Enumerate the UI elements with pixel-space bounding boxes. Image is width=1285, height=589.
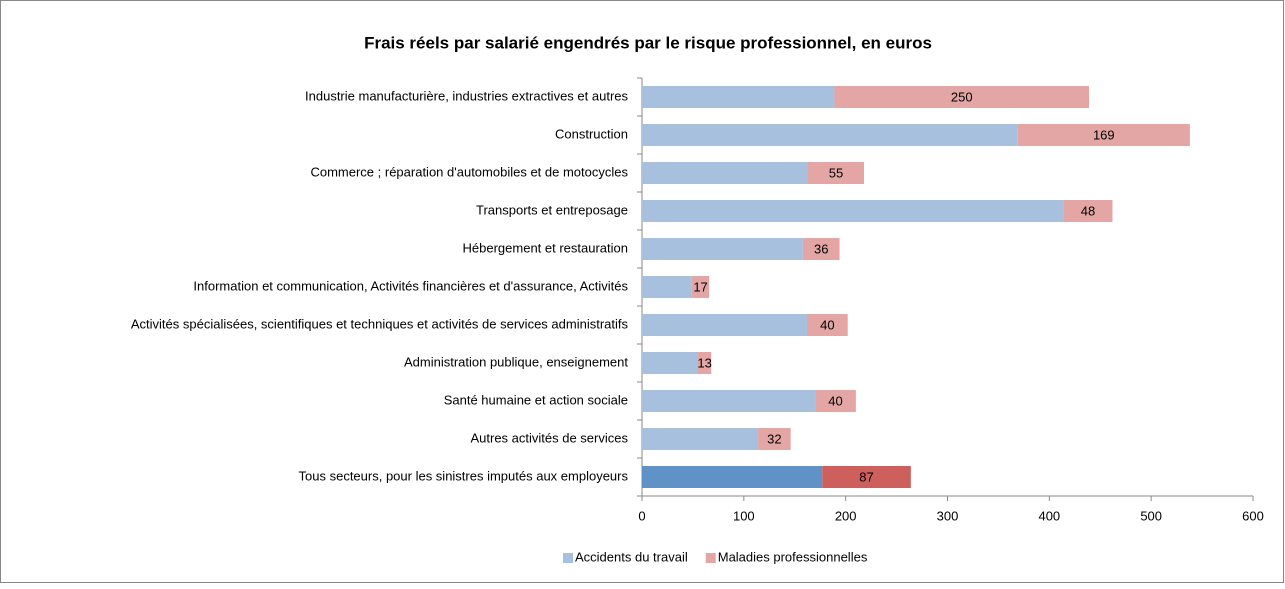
category-label: Commerce ; réparation d'automobiles et d… [310, 164, 628, 179]
data-label: 40 [820, 317, 834, 332]
category-label: Activités spécialisées, scientifiques et… [131, 316, 629, 331]
bar [642, 314, 807, 336]
bar [642, 200, 1064, 222]
bar [642, 86, 835, 108]
bar [642, 276, 692, 298]
data-label: 17 [693, 279, 707, 294]
bar [642, 428, 759, 450]
data-label: 32 [767, 431, 781, 446]
data-label: 13 [697, 355, 711, 370]
category-label: Industrie manufacturière, industries ext… [305, 88, 628, 103]
x-tick-label: 400 [1038, 508, 1060, 523]
bar [1017, 124, 1190, 146]
x-tick-label: 200 [835, 508, 857, 523]
bar [642, 466, 823, 488]
x-tick-label: 100 [733, 508, 755, 523]
data-label: 87 [859, 469, 873, 484]
bar [642, 390, 816, 412]
bar [691, 276, 710, 298]
bar [806, 314, 848, 336]
data-label: 40 [828, 393, 842, 408]
bar [698, 352, 712, 374]
bar [807, 162, 864, 184]
legend-label: Maladies professionnelles [718, 549, 868, 564]
category-label: Transports et entreposage [476, 202, 628, 217]
category-label: Tous secteurs, pour les sinistres imputé… [299, 468, 629, 483]
data-label: 48 [1081, 203, 1095, 218]
data-label: 55 [829, 165, 843, 180]
bar [642, 162, 808, 184]
category-label: Hébergement et restauration [463, 240, 628, 255]
category-label: Santé humaine et action sociale [444, 392, 628, 407]
x-tick-label: 300 [937, 508, 959, 523]
x-tick-label: 600 [1242, 508, 1264, 523]
bar [642, 238, 803, 260]
category-label: Construction [555, 126, 628, 141]
bar [758, 428, 791, 450]
legend-label: Accidents du travail [575, 549, 688, 564]
data-label: 250 [951, 89, 973, 104]
category-label: Autres activités de services [470, 430, 628, 445]
bar [642, 352, 699, 374]
x-tick-label: 500 [1140, 508, 1162, 523]
category-label: Information et communication, Activités … [193, 278, 628, 293]
bar [642, 124, 1018, 146]
category-label: Administration publique, enseignement [404, 354, 628, 369]
bar [834, 86, 1090, 108]
data-label: 36 [814, 241, 828, 256]
bar [822, 466, 911, 488]
bar [1063, 200, 1113, 222]
x-tick-label: 0 [638, 508, 645, 523]
data-label: 169 [1093, 127, 1115, 142]
bar [815, 390, 856, 412]
chart-title: Frais réels par salarié engendrés par le… [364, 33, 932, 52]
legend-swatch [705, 553, 716, 563]
legend-swatch [563, 553, 573, 563]
bar [802, 238, 840, 260]
